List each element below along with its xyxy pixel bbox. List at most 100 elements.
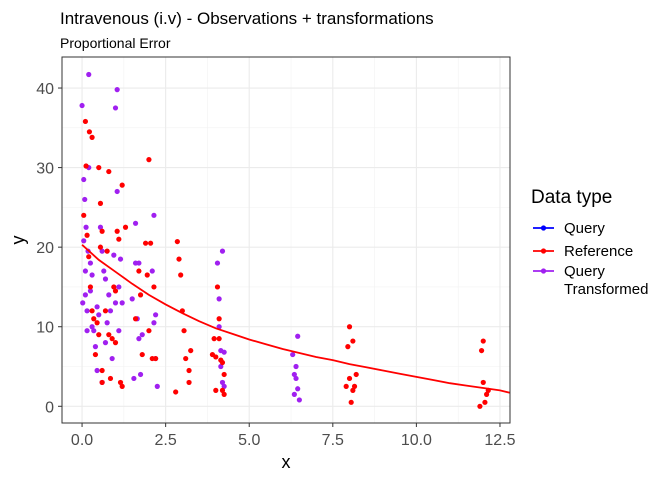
- reference-point: [83, 163, 89, 169]
- plot-panel: [61, 56, 511, 424]
- reference-point: [478, 347, 485, 354]
- query-transformed-point: [94, 304, 100, 310]
- query-transformed-point: [149, 268, 155, 274]
- reference-point: [219, 359, 226, 366]
- reference-point: [153, 355, 159, 362]
- query-transformed-point: [129, 296, 135, 302]
- reference-point: [219, 387, 226, 393]
- reference-point: [112, 288, 119, 294]
- reference-point: [116, 236, 122, 242]
- reference-point: [147, 240, 154, 246]
- query-transformed-point: [82, 292, 89, 298]
- reference-point: [91, 316, 97, 322]
- reference-point: [350, 387, 356, 393]
- reference-point: [119, 383, 125, 389]
- reference-point: [96, 332, 102, 338]
- query-transformed-point: [102, 340, 109, 346]
- query-transformed-point: [87, 288, 94, 294]
- legend-label-query-transformed: Query: [564, 263, 605, 280]
- x-tick-label: 0.0: [71, 432, 93, 449]
- query-transformed-point: [219, 248, 226, 254]
- x-tick-label: 2.5: [155, 432, 177, 449]
- query-transformed-point: [218, 363, 224, 370]
- reference-point: [84, 232, 90, 238]
- reference-point: [92, 351, 99, 358]
- x-tick-label: 10.0: [401, 432, 432, 449]
- query-transformed-point: [82, 196, 88, 203]
- query-transformed-point: [89, 324, 95, 330]
- query-transformed-point: [137, 371, 144, 378]
- reference-point: [99, 367, 105, 374]
- query-transformed-point: [216, 324, 222, 330]
- reference-point: [214, 284, 221, 290]
- query-transformed-point: [295, 386, 301, 392]
- query-transformed-point: [151, 212, 157, 218]
- query-transformed-point: [114, 87, 120, 93]
- series-query-transformed: [79, 71, 302, 403]
- reference-point: [346, 375, 353, 382]
- query-transformed-point: [291, 371, 297, 378]
- reference-point: [94, 320, 100, 326]
- query-transformed-point: [136, 260, 142, 266]
- query-transformed-point: [214, 260, 221, 266]
- reference-point: [122, 224, 129, 230]
- reference-point: [188, 347, 194, 354]
- query-transformed-point: [102, 276, 109, 282]
- query-transformed-point: [111, 252, 117, 258]
- legend-key-point-query: [540, 225, 547, 231]
- reference-point: [99, 379, 105, 386]
- query-transformed-point: [293, 363, 299, 370]
- reference-point: [87, 284, 94, 290]
- reference-point: [86, 129, 93, 135]
- reference-point: [183, 355, 189, 362]
- reference-point: [137, 292, 144, 298]
- reference-point: [173, 389, 179, 395]
- reference-point: [82, 118, 89, 125]
- query-transformed-point: [104, 320, 110, 326]
- query-transformed-point: [131, 375, 137, 382]
- query-transformed-point: [101, 268, 107, 274]
- reference-point: [353, 371, 359, 378]
- reference-point: [213, 354, 219, 360]
- query-transformed-point: [151, 320, 157, 326]
- legend-key-point-reference: [540, 248, 547, 254]
- reference-point: [221, 371, 227, 378]
- query-transformed-point: [82, 268, 89, 274]
- query-transformed-point: [139, 332, 145, 338]
- query-transformed-point: [296, 397, 302, 403]
- legend-label-query-transformed: Transformed: [564, 281, 648, 298]
- query-transformed-point: [96, 312, 102, 318]
- chart-title: Intravenous (i.v) - Observations + trans…: [60, 9, 434, 28]
- y-axis-title: y: [8, 236, 28, 245]
- query-transformed-point: [79, 102, 85, 109]
- query-transformed-point: [119, 300, 125, 306]
- reference-point: [106, 332, 112, 338]
- query-transformed-point: [89, 272, 95, 278]
- reference-point: [109, 336, 115, 342]
- reference-point: [221, 391, 227, 397]
- reference-point: [213, 387, 219, 393]
- query-transformed-point: [87, 260, 94, 266]
- query-transformed-point: [219, 379, 226, 386]
- query-transformed-point: [106, 292, 112, 298]
- query-transformed-point: [83, 224, 89, 230]
- series-reference: [81, 118, 491, 409]
- reference-point: [186, 379, 192, 386]
- reference-point: [151, 284, 157, 290]
- reference-point: [97, 244, 104, 250]
- reference-point: [112, 340, 119, 346]
- y-tick-label: 40: [36, 81, 54, 98]
- x-tick-label: 7.5: [322, 432, 344, 449]
- reference-point: [102, 308, 109, 314]
- reference-point: [477, 403, 483, 409]
- reference-point: [142, 240, 149, 246]
- reference-point: [216, 336, 222, 342]
- query-transformed-point: [99, 248, 105, 254]
- reference-point: [86, 254, 92, 260]
- reference-point: [146, 157, 152, 163]
- reference-point: [483, 391, 490, 397]
- reference-point: [178, 272, 184, 278]
- reference-point: [132, 316, 139, 322]
